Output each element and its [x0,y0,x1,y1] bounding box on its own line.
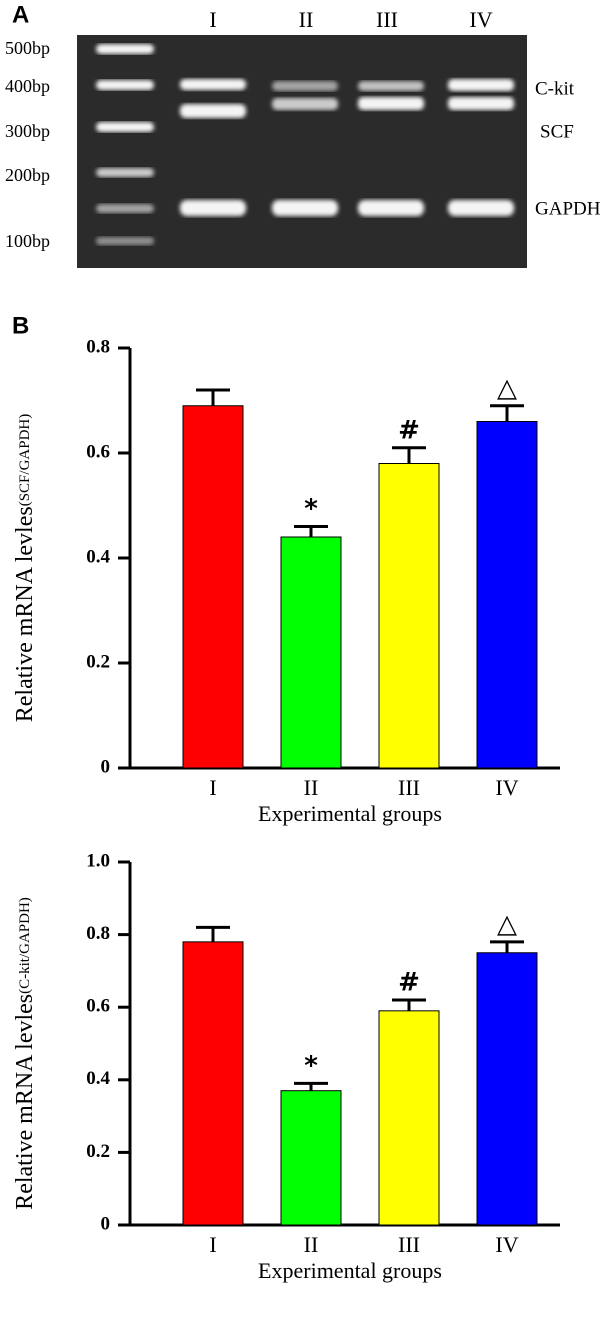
x-tick-label: I [209,775,216,800]
y-label-sub: (SCF/GAPDH) [17,414,33,507]
y-tick-label: 0 [101,756,111,777]
y-tick-label: 0.2 [86,1141,110,1162]
lane-label: IV [469,7,492,32]
lane-label: III [376,7,398,32]
y-tick-label: 0.4 [86,546,110,567]
annotation: # [398,967,420,997]
error-bar [392,446,426,464]
annotation: △ [497,909,517,939]
bar [182,941,244,1226]
annotation: △ [497,373,517,403]
y-axis-label: Relative mRNA levles(SCF/GAPDH) [12,414,38,723]
bar [476,421,538,769]
y-tick-label: 1.0 [86,850,110,871]
bar [280,536,342,769]
ladder-label: 200bp [5,165,50,185]
ladder [96,44,154,245]
bar [476,952,538,1226]
error-bar [490,940,524,953]
x-axis-label: Experimental groups [258,801,442,826]
error-bar [294,525,328,537]
y-label-sub: (C-kit/GAPDH) [17,897,33,994]
x-axis-label: Experimental groups [258,1258,442,1283]
annotation: # [398,415,420,445]
x-tick-label: II [304,775,319,800]
bar [182,405,244,769]
gel-background [77,35,527,268]
x-tick-label: III [398,1232,420,1257]
y-tick-label: 0 [101,1213,111,1234]
panel-label: A [12,1,29,28]
annotation: * [304,494,318,524]
bar [378,1010,440,1226]
y-tick-label: 0.4 [86,1068,110,1089]
y-tick-label: 0.2 [86,651,110,672]
y-tick-label: 0.8 [86,336,110,357]
y-tick-label: 0.8 [86,923,110,944]
panel-label: B [12,312,29,339]
gel-image [77,35,527,268]
error-bar [294,1081,328,1091]
sample-bands [180,79,514,216]
bar [378,463,440,769]
error-bar [392,998,426,1011]
x-tick-label: II [304,1232,319,1257]
y-label-main: Relative mRNA levles [12,994,38,1210]
lane-label: I [209,7,216,32]
error-bar [196,388,230,406]
ladder-label: 300bp [5,121,50,141]
y-tick-label: 0.6 [86,996,110,1017]
ladder-label: 100bp [5,231,50,251]
ladder-label: 400bp [5,76,50,96]
x-tick-label: IV [495,1232,518,1257]
band-label: GAPDH [535,198,600,219]
ladder-label: 500bp [5,38,50,58]
error-bar [196,925,230,942]
y-tick-label: 0.6 [86,441,110,462]
x-tick-label: III [398,775,420,800]
bar [280,1090,342,1226]
band-label: SCF [540,121,574,142]
annotation: * [304,1051,318,1081]
band-label: C-kit [535,78,575,99]
y-axis-label: Relative mRNA levles(C-kit/GAPDH) [12,897,38,1210]
error-bar [490,404,524,422]
lane-label: II [299,7,314,32]
y-label-main: Relative mRNA levles [12,506,38,722]
x-tick-label: IV [495,775,518,800]
x-tick-label: I [209,1232,216,1257]
